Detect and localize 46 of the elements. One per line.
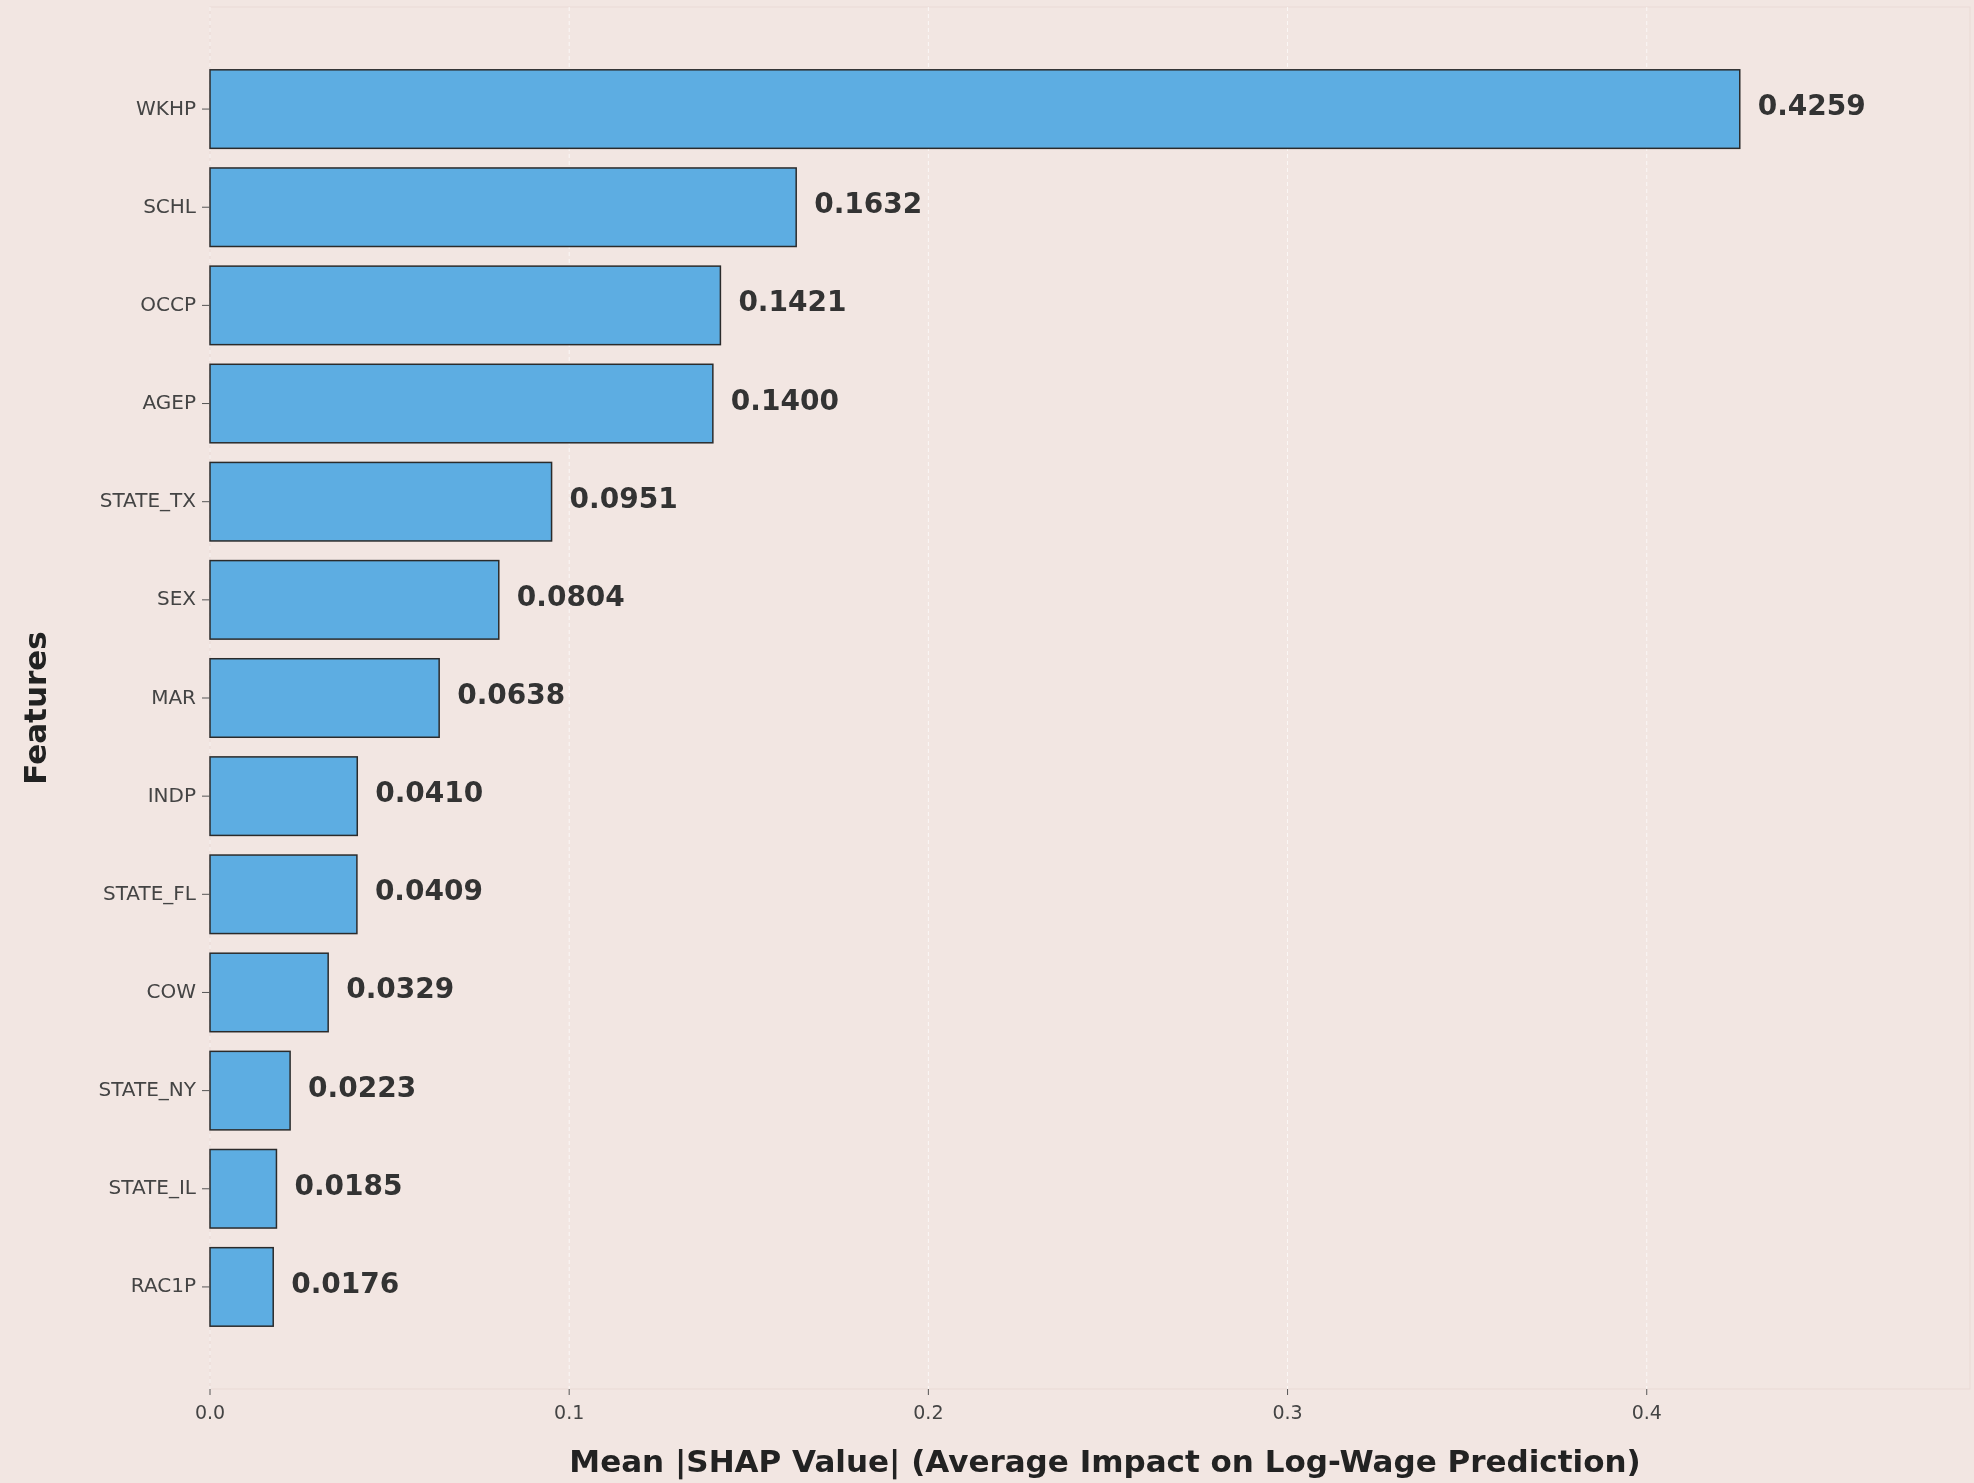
data-label: 0.1400 — [730, 383, 839, 417]
data-label: 0.0176 — [291, 1266, 400, 1300]
data-label: 0.0223 — [308, 1070, 417, 1104]
y-tick-label: STATE_IL — [108, 1175, 197, 1200]
bar — [209, 363, 714, 444]
y-tick-label: SEX — [156, 586, 197, 611]
bar — [209, 854, 358, 935]
data-label: 0.4259 — [1757, 89, 1866, 123]
bar — [209, 756, 359, 837]
bar — [209, 1246, 274, 1327]
y-tick-label: INDP — [147, 782, 196, 807]
y-tick-label: AGEP — [142, 390, 196, 415]
data-label: 0.0185 — [294, 1168, 403, 1202]
bar — [209, 657, 440, 739]
data-label: 0.0410 — [375, 776, 484, 810]
data-label: 0.0638 — [457, 678, 566, 711]
y-tick-label: SCHL — [143, 193, 197, 218]
x-tick-label: 0.2 — [913, 1401, 944, 1423]
bar — [209, 69, 1741, 150]
y-tick-label: MAR — [151, 684, 197, 709]
data-label: 0.0804 — [516, 579, 625, 613]
bar — [209, 952, 329, 1033]
bar — [209, 461, 553, 542]
data-label: 0.0409 — [374, 874, 483, 908]
y-tick-label: STATE_FL — [103, 880, 197, 905]
x-axis-title: Mean |SHAP Value| (Average Impact on Log-Wage Prediction) — [569, 1443, 1641, 1480]
y-tick-label: COW — [146, 978, 197, 1003]
bar — [209, 1148, 278, 1229]
x-tick-label: 0.4 — [1631, 1401, 1662, 1423]
y-axis-title: Features — [17, 631, 53, 785]
bar — [209, 265, 722, 346]
y-tick-label: RAC1P — [130, 1273, 196, 1298]
data-label: 0.0329 — [346, 972, 455, 1006]
data-label: 0.1421 — [738, 285, 847, 319]
y-tick-label: WKHP — [136, 95, 196, 120]
y-tick-label: STATE_TX — [99, 488, 197, 513]
y-tick-label: OCCP — [140, 291, 196, 316]
bar — [209, 167, 797, 248]
x-tick-label: 0.1 — [554, 1401, 585, 1423]
x-tick-label: 0.3 — [1272, 1401, 1303, 1423]
bar — [209, 1050, 291, 1131]
data-label: 0.0951 — [569, 481, 678, 515]
bar — [209, 559, 500, 640]
x-tick-label: 0.0 — [194, 1401, 226, 1423]
data-label: 0.1632 — [814, 187, 923, 221]
y-tick-label: STATE_NY — [98, 1077, 197, 1102]
